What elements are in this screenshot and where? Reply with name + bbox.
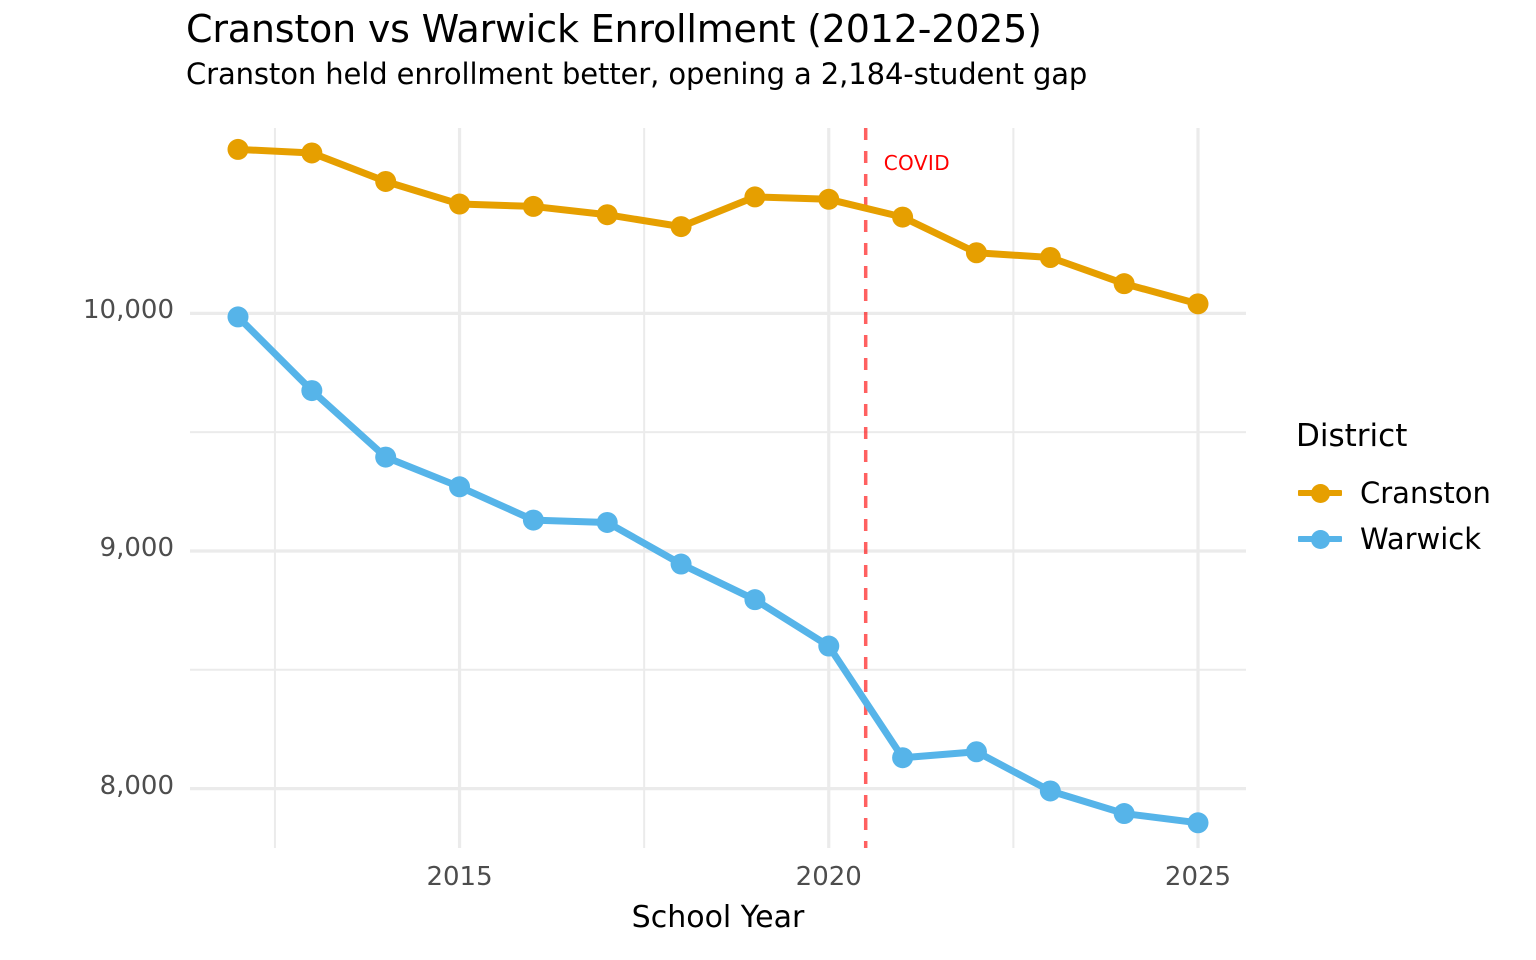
series-cranston (227, 138, 1209, 315)
legend: District Cranston Warwick (1296, 418, 1532, 562)
legend-label-cranston: Cranston (1360, 476, 1491, 510)
y-tick-label: 8,000 (99, 770, 174, 801)
data-point (449, 476, 471, 498)
data-point (818, 188, 840, 210)
data-point (301, 142, 323, 164)
legend-label-warwick: Warwick (1360, 522, 1482, 556)
data-point (1187, 812, 1209, 834)
x-tick-label: 2025 (1164, 862, 1232, 892)
data-point (375, 170, 397, 192)
legend-item-cranston[interactable]: Cranston (1296, 470, 1532, 516)
series-warwick (227, 306, 1209, 834)
data-point (1113, 273, 1135, 295)
data-point (1113, 803, 1135, 825)
legend-item-warwick[interactable]: Warwick (1296, 516, 1532, 562)
legend-title: District (1296, 418, 1408, 454)
x-axis-title: School Year (631, 900, 805, 935)
data-point (449, 193, 471, 215)
x-tick-label: 2015 (426, 862, 493, 892)
y-tick-label: 9,000 (99, 532, 174, 563)
data-point (596, 511, 618, 533)
plot-panel (190, 128, 1246, 848)
y-tick-label: 10,000 (83, 295, 174, 326)
legend-key-cranston-icon (1296, 470, 1344, 516)
data-point (1187, 293, 1209, 315)
chart-subtitle: Cranston held enrollment better, opening… (186, 56, 1088, 91)
chart-title: Cranston vs Warwick Enrollment (2012-202… (186, 7, 1042, 51)
data-point (227, 306, 249, 328)
data-point (744, 589, 766, 611)
data-point (522, 509, 544, 531)
data-point (301, 380, 323, 402)
covid-annotation-label: COVID (883, 151, 951, 175)
data-point (596, 204, 618, 226)
data-point (818, 635, 840, 657)
legend-key-warwick-icon (1296, 516, 1344, 562)
data-point (1039, 247, 1061, 268)
data-point (892, 747, 914, 769)
x-tick-label: 2020 (795, 862, 862, 892)
data-point (522, 195, 544, 217)
plot-svg (190, 128, 1246, 848)
data-point (375, 446, 397, 468)
data-point (892, 206, 914, 228)
data-point (965, 741, 987, 763)
data-point (227, 138, 249, 160)
data-point (744, 186, 766, 208)
data-point (965, 242, 987, 264)
data-point (670, 216, 692, 238)
data-point (1039, 780, 1061, 802)
data-point (670, 553, 692, 575)
title-block: Cranston vs Warwick Enrollment (2012-202… (186, 8, 1386, 91)
